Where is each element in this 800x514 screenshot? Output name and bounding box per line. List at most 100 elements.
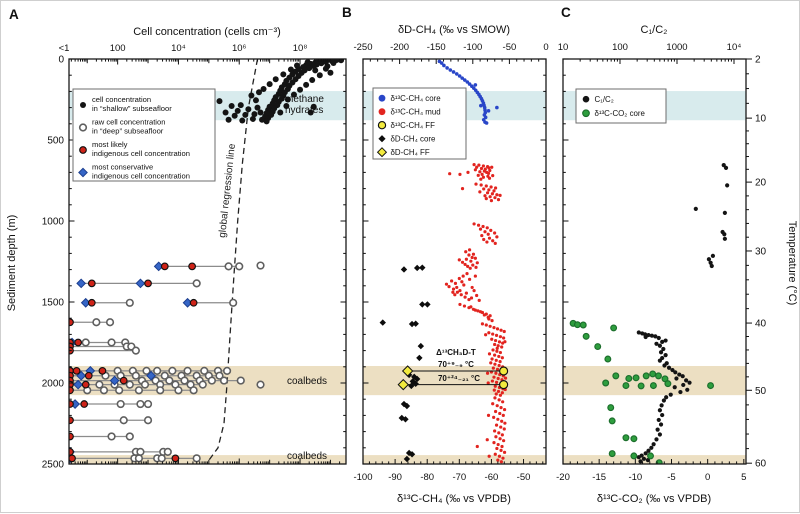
tick-label: 40 xyxy=(755,319,767,330)
panel-b-data-layer xyxy=(379,59,509,464)
series-0 xyxy=(437,59,499,125)
tick-label: 10 xyxy=(558,42,569,53)
legend-marker-c-0 xyxy=(582,95,590,103)
tick-label: 10⁸ xyxy=(293,43,308,54)
series-1 xyxy=(569,319,715,464)
panel-b-legend: δ¹³C-CH₄ core δ¹³C-CH₄ mud δ¹³C-CH₄ FF δD-C… xyxy=(372,87,467,160)
legend-item-a-2-line-0: most likely xyxy=(92,140,128,149)
panel-b-top-axis-title: δD-CH₄ (‰ vs SMOW) xyxy=(398,24,510,36)
legend-marker-b-1 xyxy=(378,108,386,116)
legend-item-a-2-line-1: indigenous cell concentration xyxy=(92,149,190,158)
band-C xyxy=(563,455,746,464)
legend-item-b-2: δ¹³C-CH₄ FF xyxy=(391,121,436,130)
methane-hydrates-label-line2: hydrates xyxy=(285,105,323,116)
clumped-isotope-annotation-title: Δ¹³CH₃D-T xyxy=(436,348,476,357)
series-2 xyxy=(499,366,509,390)
tick-label: -250 xyxy=(353,42,372,53)
series-3 xyxy=(69,261,193,464)
tick-label: 30 xyxy=(755,246,767,257)
tick-label: 100 xyxy=(110,43,126,54)
legend-item-b-4: δD-CH₄ FF xyxy=(391,148,430,157)
series-0 xyxy=(636,163,730,464)
tick-label: 0 xyxy=(58,55,64,66)
coalbeds-lower-label: coalbeds xyxy=(287,451,327,462)
tick-label: 10 xyxy=(755,114,767,125)
legend-marker-b-4 xyxy=(376,147,388,158)
axis-ticks xyxy=(69,58,752,465)
tick-label: -60 xyxy=(485,472,499,483)
tick-label: 20 xyxy=(755,178,767,189)
clumped-isotope-temperature-1: 70⁺⁹₋₉ °C xyxy=(438,360,474,369)
tick-label: 10⁶ xyxy=(232,43,247,54)
tick-label: -15 xyxy=(592,472,606,483)
tick-label: -150 xyxy=(427,42,446,53)
legend-item-a-3-line-0: most conservative xyxy=(92,163,153,172)
temperature-axis-label: Temperature (°C) xyxy=(786,221,798,305)
tick-label: -80 xyxy=(420,472,434,483)
tick-label: 0 xyxy=(543,42,548,53)
legend-marker-b-2 xyxy=(377,121,387,130)
legend-item-a-0-line-0: cell concentration xyxy=(92,95,151,104)
tick-label: 0 xyxy=(705,472,710,483)
tick-label: -50 xyxy=(517,472,531,483)
tick-label: 1500 xyxy=(42,298,65,309)
tick-label: 500 xyxy=(47,136,64,147)
legend-marker-3 xyxy=(78,167,88,178)
legend-item-c-1: δ¹³C-CO₂ core xyxy=(595,109,646,118)
panel-c-bottom-axis-title: δ¹³C-CO₂ (‰ vs VPDB) xyxy=(597,493,711,505)
series-1 xyxy=(81,261,265,463)
panel-c-legend: C₁/C₂ δ¹³C-CO₂ core xyxy=(575,88,667,124)
tick-label: 1000 xyxy=(42,217,65,228)
band-C xyxy=(563,365,746,396)
legend-marker-b-0 xyxy=(378,94,386,102)
tick-label: 2 xyxy=(755,55,761,66)
panel-c-top-axis-title: C₁/C₂ xyxy=(641,24,668,36)
tick-label: 5 xyxy=(741,472,746,483)
legend-box xyxy=(72,88,216,182)
coalbeds-upper-label: coalbeds xyxy=(287,376,327,387)
series-2 xyxy=(69,262,198,463)
panel-a-letter: A xyxy=(9,7,19,22)
tick-label: -100 xyxy=(463,42,482,53)
global-regression-line-label: global regression line xyxy=(217,143,238,239)
tick-label: 2500 xyxy=(42,460,65,471)
legend-marker-0 xyxy=(80,102,86,108)
tick-label: 60 xyxy=(755,459,767,470)
band-A xyxy=(69,455,346,464)
tick-label: 10⁴ xyxy=(171,43,186,54)
tick-label: 1000 xyxy=(666,42,687,53)
tick-label: -20 xyxy=(556,472,570,483)
tick-label: -200 xyxy=(390,42,409,53)
tick-label: 2000 xyxy=(42,379,65,390)
methane-hydrates-label-line1: methane xyxy=(285,94,324,105)
legend-marker-c-1 xyxy=(582,109,590,118)
tick-label: <1 xyxy=(59,43,70,54)
legend-marker-b-3 xyxy=(378,135,386,143)
legend-box xyxy=(372,87,467,160)
panel-a-top-axis-title: Cell concentration (cells cm⁻³) xyxy=(133,26,281,38)
tick-label: 100 xyxy=(612,42,628,53)
panel-b-bottom-axis-title: δ¹³C-CH₄ (‰ vs VPDB) xyxy=(397,493,511,505)
panel-c-letter: C xyxy=(561,5,571,20)
tick-label: -50 xyxy=(503,42,517,53)
legend-item-a-0-line-1: in “shallow” subseafloor xyxy=(92,104,172,113)
depth-axis-label: Sediment depth (m) xyxy=(6,215,18,312)
legend-item-a-3-line-1: indigenous cell concentration xyxy=(92,172,190,181)
tick-label: 10⁴ xyxy=(727,42,742,53)
tick-label: -10 xyxy=(628,472,642,483)
legend-item-c-0: C₁/C₂ xyxy=(595,95,614,104)
legend-item-b-1: δ¹³C-CH₄ mud xyxy=(391,108,441,117)
legend-marker-1 xyxy=(78,123,88,132)
panel-c-data-layer xyxy=(569,163,730,464)
tick-label: -70 xyxy=(452,472,466,483)
band-B xyxy=(363,455,546,464)
series-3 xyxy=(379,264,431,463)
legend-box xyxy=(575,88,667,124)
legend-item-b-0: δ¹³C-CH₄ core xyxy=(391,94,442,103)
tick-label: -100 xyxy=(353,472,372,483)
tick-label: -5 xyxy=(667,472,675,483)
